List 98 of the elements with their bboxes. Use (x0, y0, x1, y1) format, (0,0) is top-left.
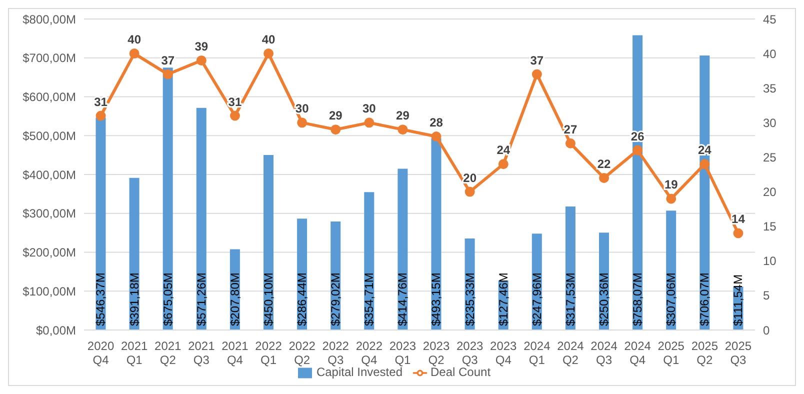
x-tick-label: 2023 Q2 (422, 339, 450, 367)
data-label: 19 (664, 178, 678, 192)
data-label: $111,54M (731, 274, 746, 326)
data-label: 29 (396, 108, 410, 123)
y-tick-label: $100,00M (22, 284, 76, 298)
point (129, 48, 140, 59)
x-tick-label: 2022 Q4 (356, 339, 383, 367)
y2-tick-label: 45 (763, 12, 777, 26)
x-tick-label: 2021 Q3 (188, 339, 216, 367)
data-label: $675,05M (160, 272, 175, 326)
y2-tick-label: 10 (763, 254, 777, 268)
bar (162, 68, 173, 330)
bar (196, 108, 206, 330)
x-tick-label: 2024 Q3 (590, 339, 618, 367)
point (297, 118, 308, 128)
legend-label: Deal Count (430, 365, 491, 380)
point (96, 110, 106, 121)
y2-tick-label: 30 (763, 116, 777, 130)
data-label: 14 (732, 212, 746, 226)
data-label: $450,10M (261, 272, 276, 326)
data-label: $279,02M (328, 272, 343, 326)
x-tick-label: 2021 Q2 (154, 339, 182, 367)
y2-tick-label: 35 (763, 81, 777, 96)
legend-label: Capital Invested (316, 365, 402, 380)
data-label: 40 (262, 32, 276, 47)
point (196, 55, 206, 66)
point (464, 186, 475, 197)
y-tick-label: $400,00M (22, 168, 76, 182)
y2-tick-label: 15 (763, 220, 777, 234)
data-label: 28 (430, 115, 444, 130)
x-tick-label: 2021 Q4 (222, 339, 249, 367)
x-tick-label: 2021 Q1 (120, 339, 148, 367)
point (230, 110, 240, 121)
x-tick-label: 2025 Q2 (691, 339, 718, 367)
data-label: 22 (597, 156, 612, 171)
data-label: $235,33M (462, 272, 477, 326)
y-tick-label: $800,00M (22, 12, 76, 26)
data-label: 39 (194, 39, 208, 54)
x-tick-label: 2023 Q3 (456, 339, 484, 367)
y-tick-label: $500,00M (22, 128, 76, 143)
y-tick-label: $600,00M (22, 90, 76, 104)
data-label: $250,36M (596, 272, 611, 326)
point (162, 69, 173, 80)
data-label: 31 (94, 94, 108, 109)
x-tick-label: 2025 Q3 (724, 339, 752, 367)
y2-tick-label: 25 (763, 150, 777, 164)
data-label: $571,26M (194, 272, 208, 326)
point (398, 124, 408, 135)
data-label: $317,53M (563, 272, 578, 326)
x-tick-label: 2024 Q4 (624, 339, 652, 367)
data-label: $758,07M (630, 272, 645, 326)
data-label: $307,06M (664, 272, 678, 326)
x-tick-label: 2022 Q1 (255, 339, 282, 367)
data-label: $391,18M (127, 272, 142, 326)
point (666, 194, 676, 204)
x-tick-label: 2024 Q2 (557, 339, 584, 367)
x-tick-label: 2023 Q1 (389, 339, 416, 367)
data-label: 40 (128, 32, 142, 47)
data-label: 37 (530, 53, 544, 68)
point (599, 172, 610, 183)
point (700, 159, 710, 170)
y2-tick-label: 0 (763, 323, 770, 338)
data-label: $493,15M (429, 272, 444, 326)
data-label: 31 (228, 94, 242, 109)
point (632, 145, 643, 156)
point (431, 131, 442, 142)
data-label: $546,37M (94, 272, 108, 326)
data-label: $414,76M (396, 272, 410, 326)
data-label: $247,96M (530, 272, 544, 326)
point (565, 138, 576, 148)
x-tick-label: 2020 Q4 (87, 339, 114, 367)
x-tick-label: 2024 Q1 (524, 339, 551, 367)
point (498, 159, 508, 170)
data-label: 29 (328, 108, 343, 123)
y2-tick-label: 5 (763, 288, 770, 303)
data-label: 20 (463, 170, 477, 185)
point (364, 118, 374, 128)
data-label: $207,80M (228, 272, 242, 326)
y2-tick-label: 20 (763, 185, 777, 200)
data-label: 37 (161, 53, 175, 68)
y-tick-label: $200,00M (22, 246, 76, 260)
data-label: 30 (362, 102, 376, 116)
data-label: $286,44M (295, 272, 310, 326)
x-tick-label: 2022 Q2 (288, 339, 316, 367)
point (532, 69, 542, 80)
data-label: $354,71M (362, 272, 376, 326)
point (330, 124, 341, 135)
point (733, 228, 744, 238)
y-tick-label: $700,00M (22, 51, 76, 66)
data-label: $127,46M (496, 272, 510, 326)
point (264, 48, 274, 59)
data-label: $706,07M (698, 272, 712, 326)
y-tick-label: $0,00M (36, 323, 76, 338)
x-tick-label: 2022 Q3 (322, 339, 350, 367)
x-tick-label: 2025 Q1 (658, 339, 685, 367)
y2-tick-label: 40 (763, 46, 777, 61)
y-tick-label: $300,00M (22, 206, 76, 221)
x-tick-label: 2023 Q4 (490, 339, 518, 367)
